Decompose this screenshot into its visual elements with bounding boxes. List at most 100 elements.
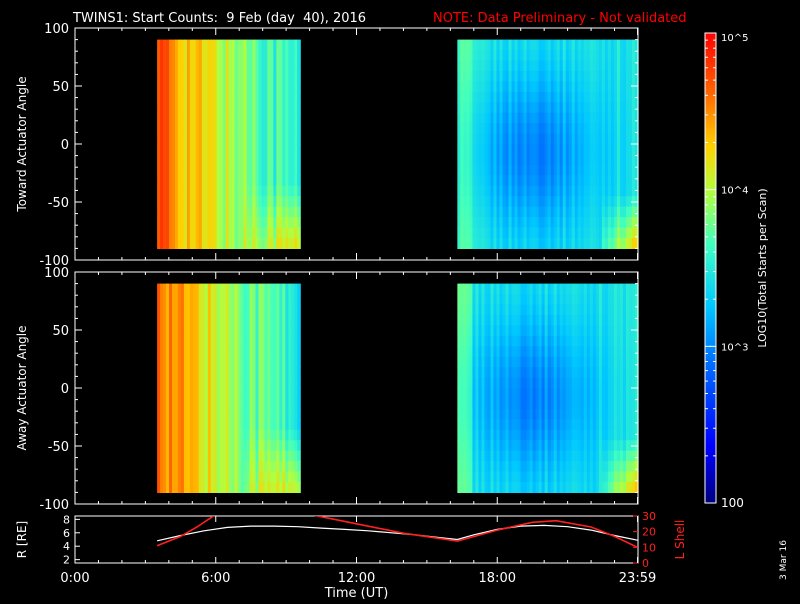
heatmap-cell — [174, 283, 179, 295]
heatmap-cell — [172, 471, 176, 483]
heatmap-cell — [631, 154, 636, 166]
heatmap-cell — [201, 81, 206, 93]
heatmap-cell — [172, 367, 176, 379]
heatmap-cell — [610, 154, 615, 166]
heatmap-cell — [216, 206, 221, 218]
heatmap-cell — [541, 112, 546, 124]
heatmap-cell — [249, 408, 254, 420]
heatmap-cell — [595, 60, 600, 72]
heatmap-cell — [601, 206, 606, 218]
heatmap-cell — [628, 429, 633, 441]
heatmap-cell — [166, 227, 170, 239]
heatmap-cell — [225, 102, 230, 114]
heatmap-cell — [514, 164, 519, 176]
heatmap-cell — [613, 70, 618, 82]
heatmap-cell — [487, 164, 492, 176]
heatmap-cell — [258, 283, 263, 295]
heatmap-cell — [586, 450, 591, 462]
heatmap-cell — [580, 388, 585, 400]
heatmap-cell — [231, 39, 236, 51]
heatmap-cell — [294, 429, 298, 441]
heatmap-cell — [604, 81, 609, 93]
heatmap-cell — [219, 144, 224, 156]
heatmap-cell — [616, 314, 621, 326]
heatmap-cell — [192, 481, 197, 493]
heatmap-cell — [270, 123, 274, 135]
heatmap-cell — [213, 227, 218, 239]
heatmap-cell — [571, 377, 576, 389]
heatmap-cell — [565, 440, 570, 452]
heatmap-cell — [246, 196, 251, 208]
heatmap-cell — [490, 461, 495, 473]
heatmap-cell — [157, 123, 161, 135]
heatmap-cell — [169, 377, 173, 389]
heatmap-cell — [225, 367, 230, 379]
heatmap-cell — [532, 217, 537, 229]
heatmap-cell — [484, 91, 489, 103]
heatmap-cell — [273, 206, 277, 218]
heatmap-cell — [160, 325, 164, 337]
heatmap-cell — [264, 450, 269, 462]
heatmap-cell — [628, 377, 633, 389]
heatmap-cell — [544, 123, 549, 135]
heatmap-cell — [580, 314, 585, 326]
heatmap-cell — [228, 294, 233, 306]
heatmap-cell — [240, 304, 245, 316]
heatmap-cell — [577, 206, 582, 218]
heatmap-cell — [571, 144, 576, 156]
heatmap-cell — [288, 429, 292, 441]
heatmap-cell — [174, 440, 179, 452]
heatmap-cell — [201, 283, 206, 295]
heatmap-cell — [463, 419, 467, 431]
heatmap-cell — [523, 461, 528, 473]
heatmap-cell — [478, 196, 483, 208]
heatmap-cell — [541, 367, 546, 379]
heatmap-cell — [568, 144, 573, 156]
heatmap-cell — [264, 217, 269, 229]
heatmap-cell — [169, 481, 173, 493]
heatmap-cell — [586, 144, 591, 156]
heatmap-cell — [505, 102, 510, 114]
heatmap-cell — [484, 450, 489, 462]
heatmap-cell — [481, 164, 486, 176]
heatmap-cell — [249, 419, 254, 431]
heatmap-cell — [625, 185, 630, 197]
heatmap-cell — [240, 314, 245, 326]
heatmap-cell — [255, 388, 260, 400]
heatmap-cell — [472, 450, 477, 462]
heatmap-cell — [511, 377, 516, 389]
heatmap-cell — [559, 175, 564, 187]
heatmap-cell — [586, 429, 591, 441]
heatmap-cell — [508, 429, 513, 441]
heatmap-cell — [183, 356, 188, 368]
heatmap-cell — [276, 154, 280, 166]
heatmap-cell — [616, 81, 621, 93]
heatmap-cell — [625, 102, 630, 114]
heatmap-cell — [169, 237, 173, 249]
heatmap-cell — [586, 419, 591, 431]
heatmap-cell — [261, 133, 266, 145]
heatmap-cell — [198, 325, 203, 337]
heatmap-cell — [550, 419, 555, 431]
heatmap-cell — [544, 408, 549, 420]
heatmap-cell — [279, 196, 283, 208]
heatmap-cell — [490, 471, 495, 483]
heatmap-cell — [261, 461, 266, 473]
heatmap-cell — [610, 294, 615, 306]
heatmap-cell — [502, 471, 507, 483]
heatmap-cell — [481, 227, 486, 239]
heatmap-cell — [589, 206, 594, 218]
heatmap-cell — [625, 217, 630, 229]
heatmap-cell — [216, 398, 221, 410]
heatmap-cell — [607, 217, 612, 229]
heatmap-cell — [192, 367, 197, 379]
heatmap-cell — [592, 185, 597, 197]
heatmap-cell — [586, 283, 591, 295]
heatmap-cell — [499, 112, 504, 124]
heatmap-cell — [180, 112, 185, 124]
heatmap-cell — [589, 70, 594, 82]
heatmap-cell — [625, 227, 630, 239]
heatmap-cell — [231, 60, 236, 72]
heatmap-cell — [201, 144, 206, 156]
heatmap-cell — [523, 283, 528, 295]
